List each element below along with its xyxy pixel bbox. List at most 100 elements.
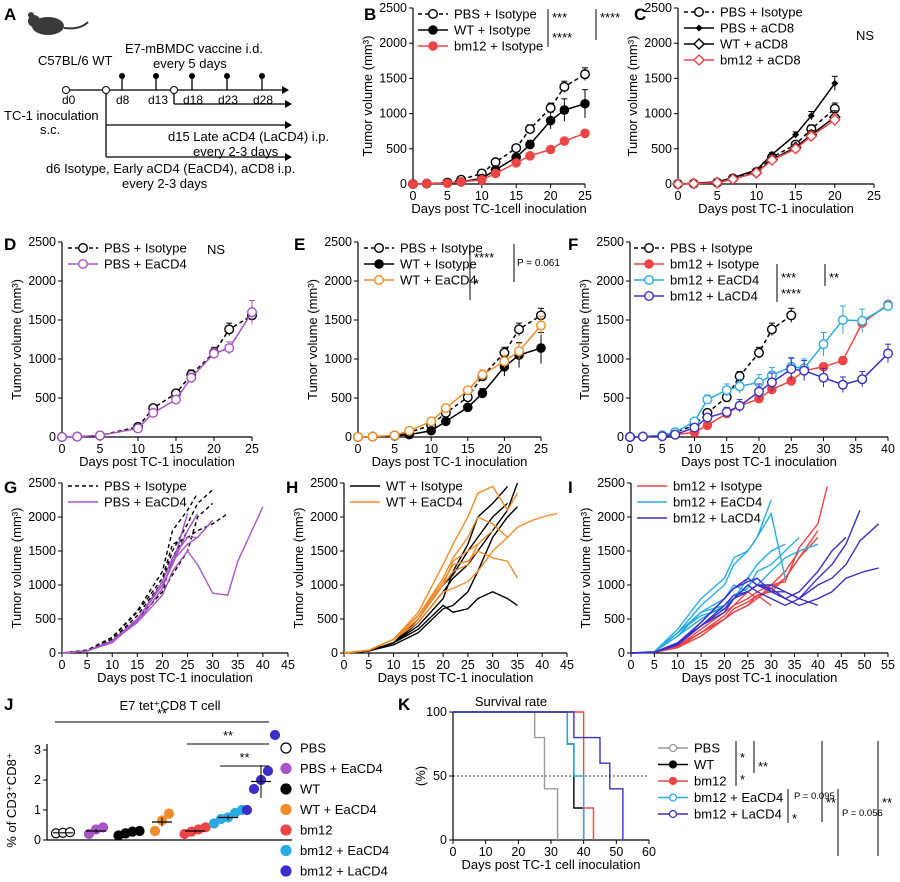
legend-label: bm12 + Isotype [673,479,762,494]
individual-tumor-lines [343,482,558,654]
y-tick-label: 2500 [310,476,338,490]
y-tick-label: 0 [34,833,41,847]
x-tick-label: 5 [365,658,372,672]
mouse-tumor-line [343,506,518,654]
significance-label: ** [829,270,839,285]
legend-marker [668,760,678,769]
data-point [805,130,818,143]
individual-tumor-lines [630,486,880,654]
mouse-tumor-line [630,536,800,654]
data-point [477,174,487,185]
vaccine-label: E7-mBMDC vaccine i.d. [125,41,263,56]
legend-marker [280,762,292,775]
x-tick-label: 5 [659,442,666,456]
legend-label: WT + Isotype [454,23,531,38]
x-axis-label: Days post TC-1 inoculation [698,201,854,216]
legend-label: bm12 + Isotype [454,39,543,54]
data-point [525,139,535,150]
y-tick-label: 2000 [28,274,56,288]
data-point [687,177,700,190]
group-pbs: PBS [50,741,326,839]
data-point [857,315,868,326]
data-point [754,347,765,358]
y-axis-label: (%) [413,766,428,786]
x-tick-label: 25 [784,442,798,456]
mouse-tumor-line [630,577,758,654]
y-tick-label: 500 [35,612,56,626]
inoculation-label: TC-1 inoculation [4,108,99,123]
mouse-tumor-line [343,485,509,654]
series-bm12-eacd4 [625,300,894,443]
data-point [734,381,745,392]
x-axis-label: Days post TC-1 inoculation [378,670,534,685]
significance-label: ** [223,728,233,743]
panel-letter-k: K [398,695,411,714]
legend-label: bm12 + EaCD4 [694,790,783,805]
data-point [828,113,841,126]
day-label-d8: d8 [116,93,130,107]
mouse-tumor-line [61,530,189,654]
x-tick-label: 45 [834,658,848,672]
data-point [441,416,451,427]
x-tick-label: 10 [688,442,702,456]
x-axis-label: Days post TC-1 inoculation [681,454,837,469]
series-bm12-acd8 [672,113,841,190]
data-point [83,828,95,840]
x-tick-label: 25 [867,189,881,203]
x-tick-label: 0 [628,658,635,672]
group-bm12: bm12 [179,822,333,840]
series-bm12-isotype [408,128,590,189]
x-tick-label: 5 [97,442,104,456]
data-point [721,407,732,418]
legend-marker [644,242,655,253]
legend-label: PBS + EaCD4 [300,761,383,776]
data-point [367,431,378,442]
p-value-label: P = 0.095 [794,791,835,802]
y-tick-label: 2500 [324,235,352,249]
x-tick-label: 25 [741,658,755,672]
legend-label: PBS + Isotype [104,479,187,494]
x-tick-label: 10 [671,658,685,672]
data-point [766,154,779,167]
series-pbs-eacd4 [57,300,257,443]
significance-label: NS [207,242,225,257]
x-tick-label: 35 [231,658,245,672]
data-point [559,136,570,146]
data-point [511,158,522,168]
data-point [477,369,488,380]
series-wt-eacd4 [353,315,547,443]
chart-f: F 0 500 1000 1500 2000 2500 0 5 10 15 20 25 30 35 40 Day… [568,235,895,469]
legend-label: WT + EaCD4 [386,495,463,510]
data-point [404,425,415,436]
x-tick-label: 5 [444,189,451,203]
x-tick-label: 15 [694,658,708,672]
legend-label: WT + Isotype [400,257,477,272]
legend-label: PBS + Isotype [454,7,537,22]
panel-letter-d: D [4,235,16,254]
mouse-tumor-line [343,502,509,654]
significance-label: * [474,276,479,291]
x-tick-label: 5 [84,658,91,672]
series-line [629,353,889,438]
y-tick-label: 1500 [310,544,338,558]
y-axis-label: Tumor volume (mm³) [360,36,375,157]
y-tick-label: 2500 [596,235,624,249]
mouse-tumor-line [630,550,800,654]
legend-marker [428,41,438,51]
x-tick-label: 0 [59,658,66,672]
x-tick-label: 20 [511,845,525,859]
mouse-icon [28,12,89,35]
legend-label: bm12 + EaCD4 [300,843,389,858]
individual-tumor-lines [61,489,264,654]
mouse-tumor-line [630,536,847,654]
legend-marker [280,865,292,877]
x-tick-label: 15 [789,189,803,203]
y-tick-label: 1500 [379,71,407,85]
legend-label: bm12 [300,823,333,838]
data-point [163,808,175,819]
data-point [831,79,839,87]
group-wt: WT [113,782,320,841]
data-point [711,176,724,189]
data-point [224,324,235,335]
